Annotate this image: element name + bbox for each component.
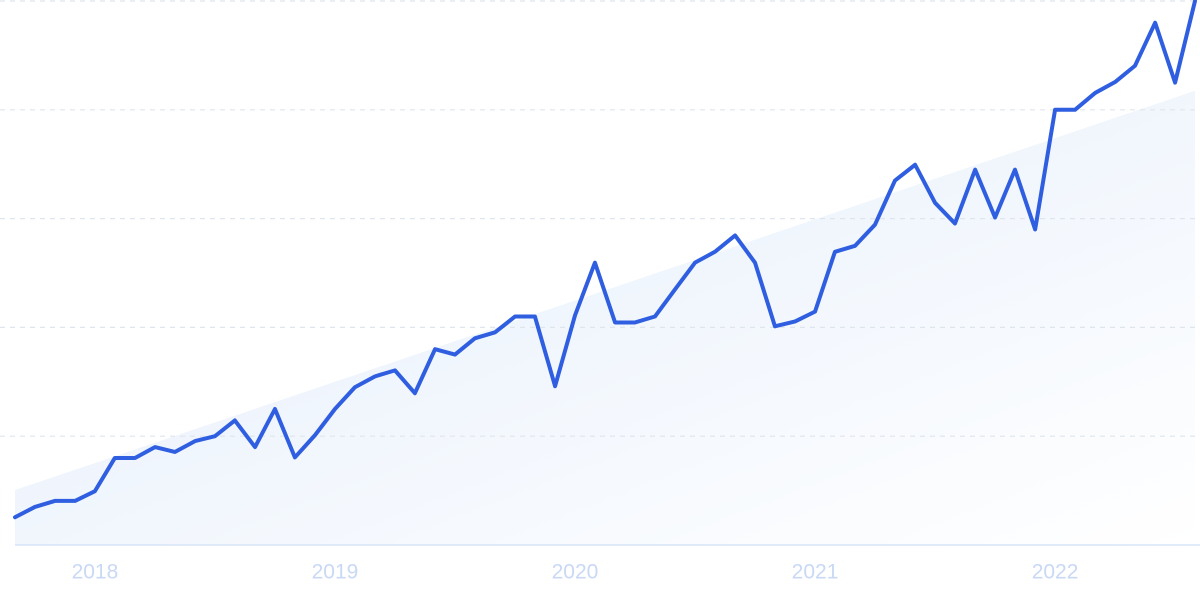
trend-line [13, 0, 1197, 520]
x-tick-label: 2022 [1032, 561, 1079, 584]
trend-area [15, 90, 1195, 545]
x-tick-label: 2018 [72, 561, 119, 584]
x-tick-label: 2019 [312, 561, 359, 584]
x-tick-label: 2021 [792, 561, 839, 584]
x-tick-label: 2020 [552, 561, 599, 584]
